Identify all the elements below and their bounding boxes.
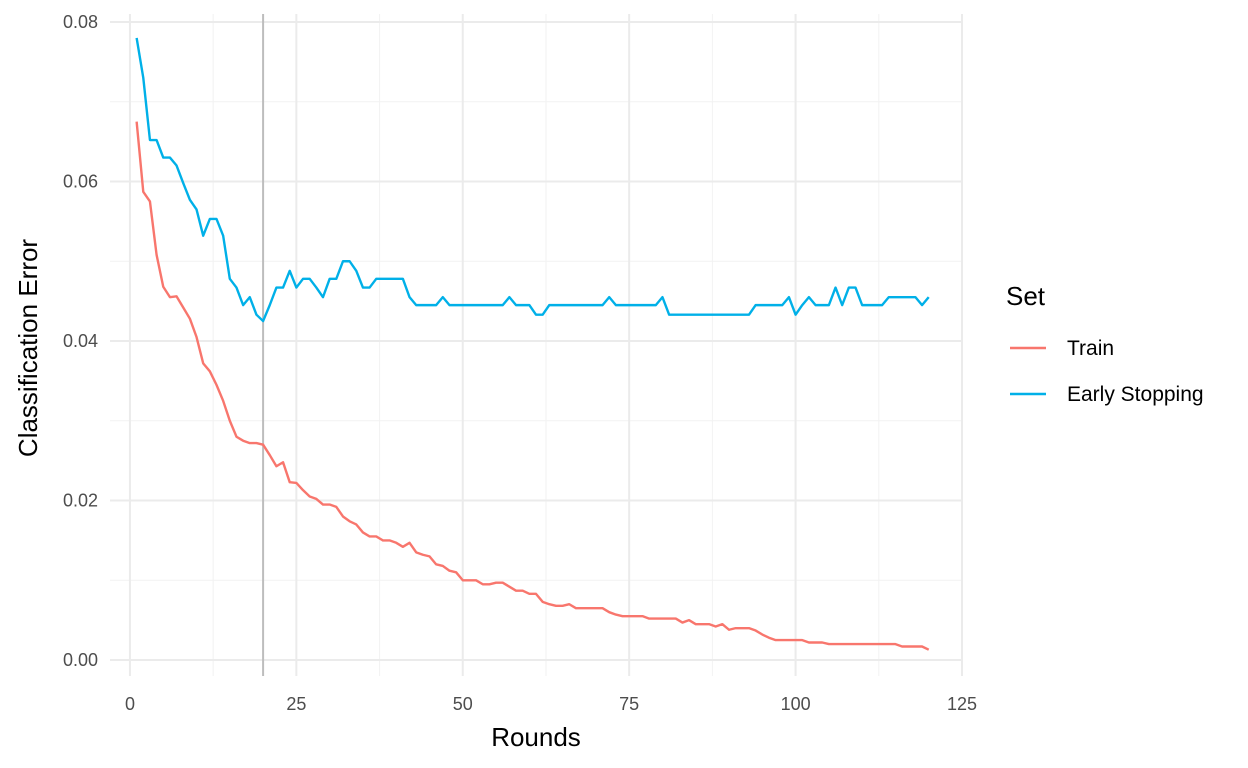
x-axis-title: Rounds (491, 722, 581, 752)
minor-gridlines (110, 14, 962, 676)
x-tick-label: 75 (619, 694, 639, 714)
x-tick-label: 0 (125, 694, 135, 714)
y-tick-label: 0.08 (63, 12, 98, 32)
y-axis-ticks: 0.00 0.02 0.04 0.06 0.08 (63, 12, 98, 670)
legend-label-early-stopping: Early Stopping (1067, 383, 1204, 406)
series-layer (135, 37, 930, 651)
legend-label-train: Train (1067, 337, 1114, 360)
y-tick-label: 0.04 (63, 331, 98, 351)
x-axis-ticks: 0 25 50 75 100 125 (125, 694, 977, 714)
x-tick-label: 125 (947, 694, 977, 714)
series-line-train (135, 121, 930, 651)
y-tick-label: 0.00 (63, 650, 98, 670)
y-axis-title: Classification Error (13, 239, 43, 458)
legend: Set Train Early Stopping (1006, 281, 1204, 406)
legend-title: Set (1006, 281, 1046, 311)
y-tick-label: 0.02 (63, 491, 98, 511)
x-tick-label: 100 (781, 694, 811, 714)
legend-items: Train Early Stopping (1010, 337, 1204, 406)
x-tick-label: 50 (453, 694, 473, 714)
x-tick-label: 25 (286, 694, 306, 714)
y-tick-label: 0.06 (63, 171, 98, 191)
series-line-early-stopping (135, 37, 930, 323)
major-gridlines (110, 14, 963, 676)
